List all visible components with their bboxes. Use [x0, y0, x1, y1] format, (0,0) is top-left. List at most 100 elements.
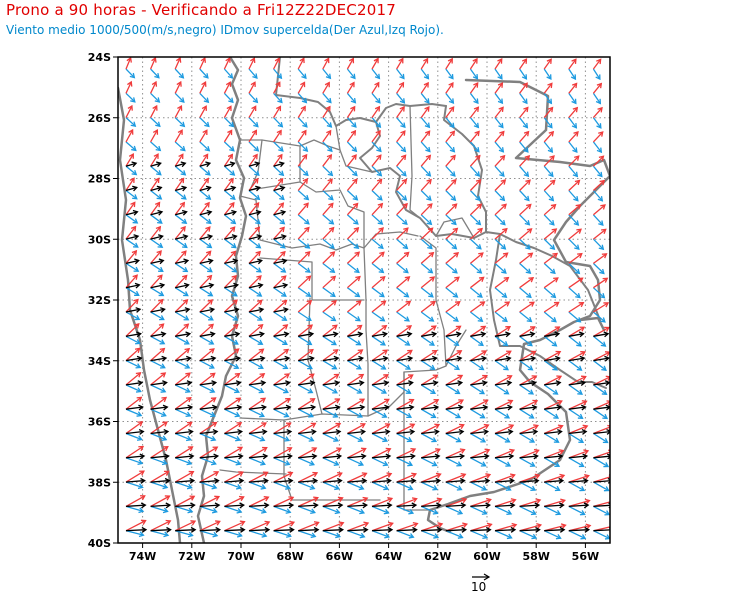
mean-wind-arrow	[494, 453, 515, 460]
mean-wind-arrow	[470, 526, 492, 533]
left-mover-arrow	[273, 250, 286, 264]
left-mover-arrow	[494, 58, 503, 70]
mean-wind-arrow	[248, 282, 264, 289]
left-mover-arrow	[420, 57, 429, 70]
left-mover-arrow	[248, 275, 262, 289]
right-mover-arrow	[174, 189, 187, 200]
paraguay-border	[359, 121, 487, 239]
right-mover-arrow	[420, 165, 432, 177]
right-mover-arrow	[248, 238, 262, 249]
right-mover-arrow	[125, 311, 141, 321]
right-mover-arrow	[445, 311, 459, 322]
right-mover-arrow	[494, 408, 511, 419]
mean-wind-arrow	[445, 453, 466, 460]
left-mover-arrow	[248, 323, 264, 337]
left-mover-arrow	[519, 130, 530, 143]
left-mover-arrow	[592, 179, 606, 191]
left-mover-arrow	[568, 155, 580, 167]
left-mover-arrow	[273, 202, 285, 216]
right-mover-arrow	[125, 481, 144, 490]
right-mover-arrow	[445, 165, 456, 177]
left-mover-arrow	[568, 204, 582, 216]
mean-wind-arrow	[273, 502, 295, 509]
right-mover-arrow	[273, 117, 284, 128]
left-mover-arrow	[199, 372, 216, 386]
lat-tick-label: 38S	[88, 476, 111, 489]
mean-wind-arrow	[199, 282, 215, 289]
mean-wind-arrow	[273, 282, 289, 289]
left-mover-arrow	[593, 277, 609, 289]
mean-wind-arrow	[396, 380, 414, 387]
mean-wind-arrow	[593, 355, 610, 362]
left-mover-arrow	[150, 104, 158, 118]
lat-tick-label: 34S	[88, 355, 111, 368]
left-mover-arrow	[199, 495, 221, 507]
right-mover-arrow	[297, 262, 311, 273]
left-mover-arrow	[322, 202, 334, 216]
left-mover-arrow	[248, 471, 269, 483]
right-mover-arrow	[322, 335, 337, 346]
right-mover-arrow	[150, 505, 169, 514]
right-mover-arrow	[371, 141, 382, 153]
left-mover-arrow	[469, 130, 480, 143]
mean-wind-arrow	[199, 331, 216, 338]
right-mover-arrow	[396, 432, 413, 443]
left-mover-arrow	[371, 324, 388, 337]
right-mover-arrow	[297, 505, 316, 515]
right-mover-arrow	[150, 384, 167, 393]
mean-wind-arrow	[298, 429, 317, 435]
right-mover-arrow	[519, 141, 529, 153]
mean-wind-arrow	[568, 331, 585, 338]
left-mover-arrow	[224, 422, 243, 435]
right-mover-arrow	[125, 117, 137, 127]
left-mover-arrow	[371, 374, 389, 386]
right-mover-arrow	[224, 457, 242, 466]
mean-wind-arrow	[445, 429, 465, 435]
right-mover-arrow	[125, 360, 142, 369]
mean-wind-arrow	[519, 331, 536, 338]
left-mover-arrow	[297, 348, 314, 362]
mean-wind-arrow	[273, 355, 291, 362]
mean-wind-arrow	[150, 453, 170, 460]
left-mover-arrow	[544, 498, 566, 508]
right-mover-arrow	[445, 505, 464, 515]
left-mover-arrow	[592, 228, 607, 240]
right-mover-arrow	[322, 68, 332, 80]
right-mover-arrow	[469, 117, 480, 129]
right-mover-arrow	[347, 457, 365, 467]
lat-tick-label: 40S	[88, 537, 111, 550]
right-mover-arrow	[543, 92, 553, 105]
left-mover-arrow	[297, 471, 319, 483]
right-mover-arrow	[592, 141, 603, 154]
mean-wind-arrow	[199, 209, 213, 216]
left-mover-arrow	[248, 397, 267, 410]
mean-wind-arrow	[494, 404, 513, 411]
right-mover-arrow	[273, 408, 290, 418]
mean-wind-arrow	[445, 502, 467, 509]
left-mover-arrow	[174, 105, 183, 118]
right-mover-arrow	[199, 92, 210, 104]
mean-wind-arrow	[347, 355, 365, 362]
right-mover-arrow	[346, 92, 357, 104]
left-mover-arrow	[125, 80, 133, 94]
left-mover-arrow	[297, 275, 312, 289]
left-mover-arrow	[371, 202, 384, 216]
right-mover-arrow	[519, 530, 538, 540]
left-mover-arrow	[174, 129, 183, 143]
left-mover-arrow	[543, 106, 554, 119]
right-mover-arrow	[519, 505, 537, 516]
right-mover-arrow	[150, 408, 167, 417]
left-mover-arrow	[371, 178, 383, 191]
left-mover-arrow	[396, 447, 417, 459]
left-mover-arrow	[174, 520, 197, 532]
right-mover-arrow	[248, 481, 267, 490]
left-mover-arrow	[469, 57, 478, 70]
right-mover-arrow	[568, 190, 579, 202]
right-mover-arrow	[519, 117, 529, 129]
left-mover-arrow	[543, 399, 563, 410]
left-mover-arrow	[445, 130, 456, 143]
mean-wind-arrow	[224, 380, 242, 387]
right-mover-arrow	[396, 214, 408, 226]
left-mover-arrow	[519, 326, 536, 337]
right-mover-arrow	[371, 457, 389, 467]
